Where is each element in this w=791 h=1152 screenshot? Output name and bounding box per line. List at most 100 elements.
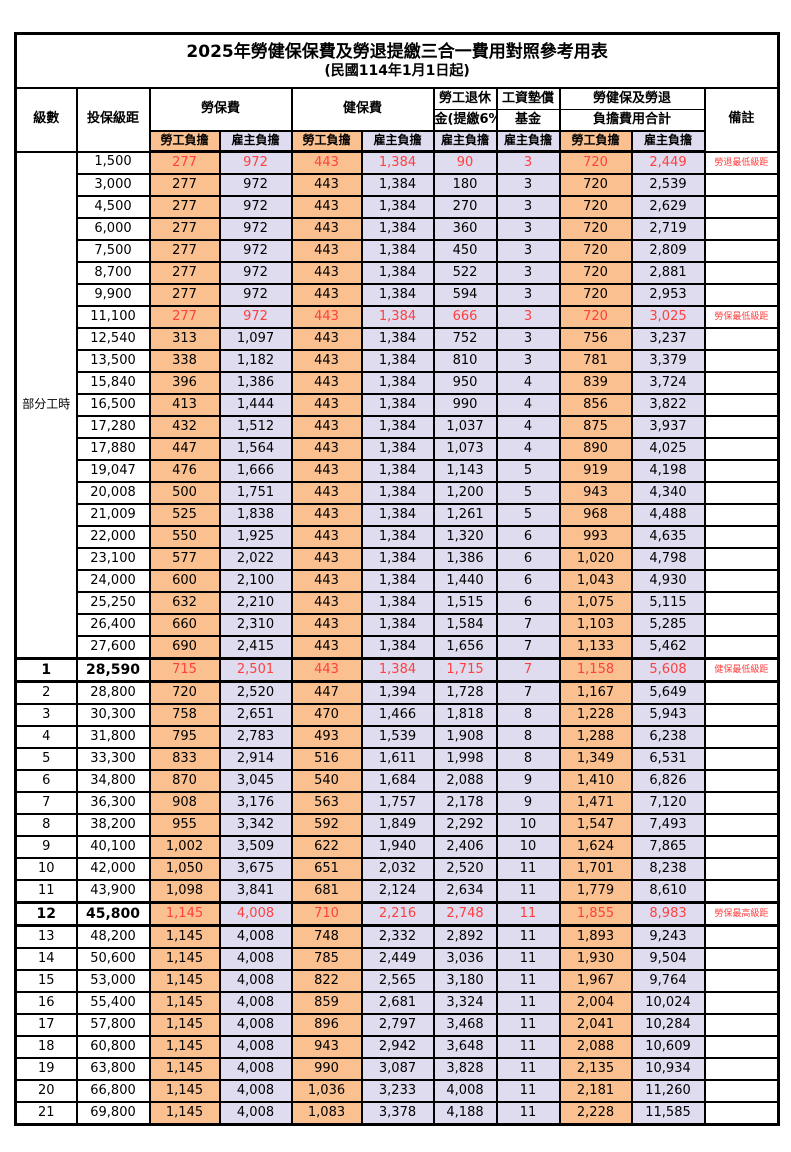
health-employee-value: 443 [290, 261, 363, 285]
table-row: 部分工時 1,500 277 972 443 1,384 90 3 720 2,449 勞退最低級距 [14, 150, 780, 660]
health-employer-value: 1,384 [360, 305, 435, 329]
health-employer-value: 1,466 [360, 703, 435, 727]
pension-employer-value: 4,008 [432, 1079, 498, 1103]
total-employer-value: 5,649 [630, 680, 706, 705]
subheader-labor-employer: 雇主負擔 [218, 130, 293, 153]
total-employee-value: 2,228 [558, 1101, 633, 1126]
health-employee-value: 748 [290, 924, 363, 949]
labor-employee-value: 277 [148, 217, 221, 241]
bracket-value: 57,800 [75, 1013, 151, 1037]
pension-employer-value: 3,648 [432, 1035, 498, 1059]
health-employee-value: 1,083 [290, 1101, 363, 1126]
pension-employer-value: 1,715 [432, 657, 498, 683]
total-employee-value: 1,410 [558, 769, 633, 793]
pension-employer-value: 1,515 [432, 591, 498, 615]
remark-value [703, 239, 780, 263]
labor-employee-value: 1,050 [148, 857, 221, 881]
total-employee-value: 2,088 [558, 1035, 633, 1059]
health-employee-value: 443 [290, 415, 363, 439]
table-row: 17,280 432 1,512 443 1,384 1,037 4 875 3,937 [16, 415, 780, 439]
total-employee-value: 1,020 [558, 547, 633, 571]
level-value: 7 [14, 791, 78, 815]
level-value: 6 [14, 769, 78, 793]
labor-employer-value: 2,501 [218, 657, 293, 683]
table-row: 17,880 447 1,564 443 1,384 1,073 4 890 4,025 [16, 437, 780, 461]
health-employee-value: 622 [290, 835, 363, 859]
remark-value [703, 635, 780, 660]
bracket-value: 40,100 [75, 835, 151, 859]
remark-value [703, 371, 780, 395]
bracket-value: 17,880 [75, 437, 151, 461]
subheader-total-employee: 勞工負擔 [558, 130, 633, 153]
pension-employer-value: 3,468 [432, 1013, 498, 1037]
table-row: 7 36,300 908 3,176 563 1,757 2,178 9 1,471 7,120 [14, 791, 780, 815]
health-employee-value: 443 [290, 481, 363, 505]
pension-employer-value: 594 [432, 283, 498, 307]
labor-employer-value: 972 [218, 217, 293, 241]
total-employee-value: 2,181 [558, 1079, 633, 1103]
bracket-value: 60,800 [75, 1035, 151, 1059]
bracket-value: 66,800 [75, 1079, 151, 1103]
page-title: 2025年勞健保保費及勞退提繳三合一費用對照參考用表 [186, 42, 608, 63]
health-employee-value: 563 [290, 791, 363, 815]
wage-fund-employer-value: 11 [495, 1079, 561, 1103]
pension-employer-value: 1,728 [432, 680, 498, 705]
labor-employer-value: 1,838 [218, 503, 293, 527]
labor-employer-value: 1,182 [218, 349, 293, 373]
remark-value [703, 725, 780, 749]
bracket-value: 21,009 [75, 503, 151, 527]
total-employee-value: 968 [558, 503, 633, 527]
health-employee-value: 681 [290, 879, 363, 904]
level-value: 5 [14, 747, 78, 771]
total-employer-value: 4,340 [630, 481, 706, 505]
labor-employee-value: 1,145 [148, 1079, 221, 1103]
labor-employee-value: 632 [148, 591, 221, 615]
health-employee-value: 990 [290, 1057, 363, 1081]
pension-employer-value: 1,386 [432, 547, 498, 571]
col-header-total-line1: 勞健保及勞退 [558, 87, 706, 110]
subheader-total-employer: 雇主負擔 [630, 130, 706, 153]
table-row: 1 28,590 715 2,501 443 1,384 1,715 7 1,158 5,608 健… [14, 657, 780, 683]
remark-value [703, 879, 780, 904]
total-employee-value: 1,547 [558, 813, 633, 837]
wage-fund-employer-value: 5 [495, 459, 561, 483]
health-employer-value: 1,384 [360, 613, 435, 637]
total-employer-value: 4,025 [630, 437, 706, 461]
labor-employer-value: 972 [218, 150, 293, 175]
labor-employee-value: 955 [148, 813, 221, 837]
total-employer-value: 2,809 [630, 239, 706, 263]
labor-employer-value: 972 [218, 261, 293, 285]
remark-value [703, 991, 780, 1015]
level-value: 10 [14, 857, 78, 881]
bracket-value: 15,840 [75, 371, 151, 395]
remark-value [703, 569, 780, 593]
total-employee-value: 720 [558, 283, 633, 307]
labor-employee-value: 500 [148, 481, 221, 505]
total-employee-value: 2,041 [558, 1013, 633, 1037]
remark-value [703, 503, 780, 527]
total-employee-value: 1,158 [558, 657, 633, 683]
col-header-total-line2: 負擔費用合計 [558, 109, 706, 132]
total-employer-value: 10,284 [630, 1013, 706, 1037]
wage-fund-employer-value: 9 [495, 769, 561, 793]
pension-employer-value: 3,180 [432, 969, 498, 993]
bracket-value: 69,800 [75, 1101, 151, 1126]
health-employee-value: 443 [290, 371, 363, 395]
pension-employer-value: 2,292 [432, 813, 498, 837]
labor-employee-value: 277 [148, 173, 221, 197]
total-employer-value: 3,379 [630, 349, 706, 373]
labor-employee-value: 396 [148, 371, 221, 395]
level-value: 3 [14, 703, 78, 727]
level-value: 12 [14, 901, 78, 927]
total-employer-value: 6,531 [630, 747, 706, 771]
total-employee-value: 720 [558, 239, 633, 263]
health-employee-value: 443 [290, 657, 363, 683]
health-employee-value: 443 [290, 503, 363, 527]
table-row: 4 31,800 795 2,783 493 1,539 1,908 8 1,288 6,238 [14, 725, 780, 749]
pension-employer-value: 2,178 [432, 791, 498, 815]
total-employer-value: 11,585 [630, 1101, 706, 1126]
labor-employee-value: 720 [148, 680, 221, 705]
remark-value [703, 393, 780, 417]
health-employee-value: 443 [290, 393, 363, 417]
wage-fund-employer-value: 3 [495, 150, 561, 175]
